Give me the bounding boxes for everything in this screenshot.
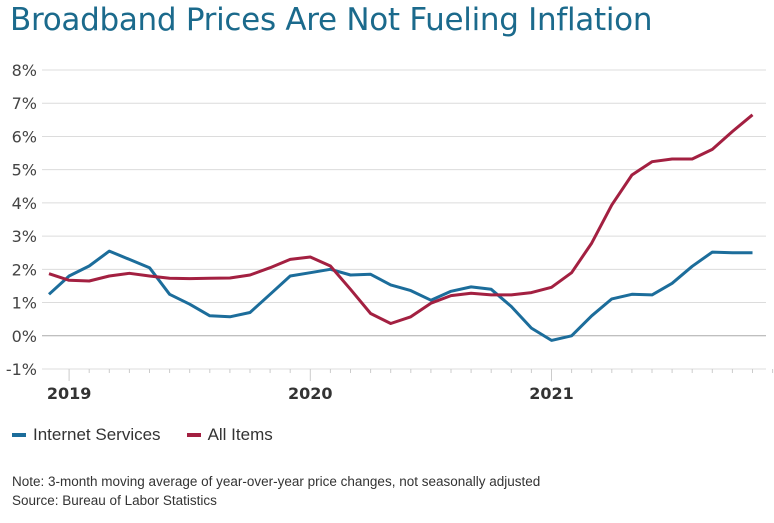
line-chart: 8% 7% 6% 5% 4% 3% 2% 1% 0% -1% 2019 2020 2021 <box>6 61 774 403</box>
series-line-all-items <box>48 113 754 325</box>
chart-note: Note: 3-month moving average of year-ove… <box>12 474 541 489</box>
chart-title: Broadband Prices Are Not Fueling Inflati… <box>10 2 653 38</box>
y-tick-label: 8% <box>12 61 37 80</box>
y-tick-label: 1% <box>12 294 37 313</box>
legend: Internet Services All Items <box>12 425 273 445</box>
y-tick-label: 7% <box>12 94 37 113</box>
legend-item-all-items: All Items <box>186 425 273 445</box>
y-tick-label: 3% <box>12 227 37 246</box>
legend-swatch <box>186 433 201 437</box>
y-tick-label: 6% <box>12 127 37 146</box>
x-tick-label: 2020 <box>288 384 333 403</box>
x-tick-label: 2021 <box>529 384 574 403</box>
legend-label: Internet Services <box>33 425 161 444</box>
legend-item-internet-services: Internet Services <box>12 425 161 445</box>
series-line-internet-services <box>47 249 753 342</box>
x-tick-label: 2019 <box>47 384 92 403</box>
y-tick-label: 0% <box>12 327 37 346</box>
chart-source: Source: Bureau of Labor Statistics <box>12 493 217 508</box>
legend-swatch <box>12 433 26 437</box>
legend-label: All Items <box>207 425 273 444</box>
y-tick-label: 4% <box>12 194 37 213</box>
y-tick-label: -1% <box>6 360 37 379</box>
y-tick-label: 5% <box>12 161 37 180</box>
y-tick-label: 2% <box>12 260 37 279</box>
